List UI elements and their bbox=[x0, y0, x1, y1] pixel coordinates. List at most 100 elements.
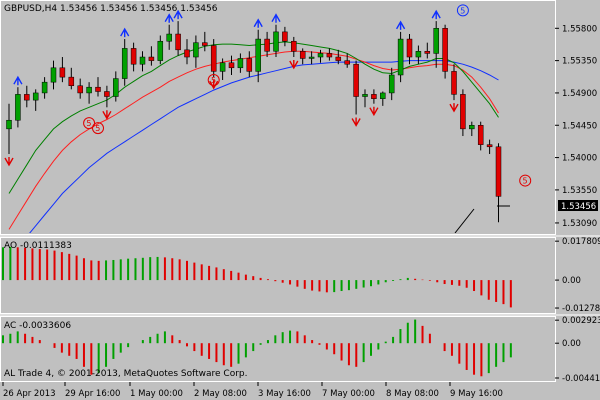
candle bbox=[486, 139, 493, 154]
moving-averages bbox=[8, 41, 499, 233]
signal-mark: 5 bbox=[83, 117, 96, 130]
candle bbox=[6, 103, 12, 154]
candle bbox=[451, 64, 457, 101]
fractal-up-arrow bbox=[253, 18, 263, 28]
time-axis[interactable]: 26 Apr 2013 29 Apr 16:00 1 May 00:00 2 May … bbox=[2, 382, 503, 399]
candle-body bbox=[255, 38, 261, 72]
fractal-up-arrow bbox=[395, 20, 406, 30]
main-pane-frame bbox=[0, 0, 556, 235]
candle bbox=[353, 60, 359, 115]
trend-line[interactable] bbox=[454, 208, 475, 233]
candle-body bbox=[113, 78, 119, 97]
candle-body bbox=[451, 71, 457, 95]
candle-body bbox=[344, 60, 350, 65]
fractal-down-arrow bbox=[289, 60, 299, 70]
chart-header: GBPUSD,H4 1.53456 1.53456 1.53456 1.5345… bbox=[4, 4, 218, 14]
ac-header: AC -0.0033606 bbox=[4, 321, 71, 331]
candle bbox=[282, 26, 288, 47]
current-price-tag: 1.53456 bbox=[558, 200, 598, 212]
ma-slow-line bbox=[29, 60, 499, 233]
price-tick-label: 1.54900 bbox=[562, 89, 597, 99]
candle-body bbox=[193, 42, 199, 58]
price-tick-label: 1.54000 bbox=[562, 154, 597, 164]
candle-body bbox=[388, 74, 395, 94]
candle-body bbox=[353, 63, 359, 97]
signal-mark: 5 bbox=[456, 4, 469, 17]
candle bbox=[219, 58, 226, 81]
ac-histogram[interactable] bbox=[2, 319, 512, 377]
fractal-down-arrow bbox=[351, 117, 361, 127]
price-tick-label: 1.55350 bbox=[562, 57, 597, 67]
candle bbox=[246, 51, 253, 78]
candle-body bbox=[335, 56, 342, 61]
candle bbox=[166, 24, 172, 50]
candle bbox=[415, 45, 422, 65]
signal-circle bbox=[92, 122, 104, 135]
candle-body bbox=[95, 86, 101, 92]
signal-mark: 5 bbox=[92, 122, 104, 135]
candle bbox=[442, 24, 448, 79]
time-tick-label: 9 May 16:00 bbox=[450, 389, 503, 399]
ma-mid-line bbox=[8, 50, 499, 230]
candle-body bbox=[166, 33, 172, 42]
signal-mark: 5 bbox=[519, 174, 532, 187]
copyright-text: AL Trade 4, © 2001-2013, MetaQuotes Soft… bbox=[4, 369, 247, 379]
candle-body bbox=[442, 28, 448, 72]
candle-body bbox=[121, 48, 128, 79]
scale-tick-label: -0.004419 bbox=[562, 374, 600, 384]
fractal-up-arrow bbox=[271, 13, 281, 23]
candle bbox=[15, 87, 21, 128]
candle-body bbox=[24, 94, 30, 101]
candle bbox=[86, 82, 92, 104]
candle-body bbox=[157, 40, 164, 61]
fractal-up-arrow bbox=[164, 13, 174, 23]
candle bbox=[406, 34, 413, 65]
candle bbox=[264, 31, 270, 58]
candle-body bbox=[371, 94, 377, 99]
candle-body bbox=[282, 31, 288, 42]
candle bbox=[95, 77, 101, 97]
price-axis[interactable]: 1.55800 1.55350 1.54900 1.54450 1.54000 1.535… bbox=[555, 24, 597, 229]
candle-body bbox=[264, 38, 270, 52]
candle bbox=[299, 48, 306, 65]
candle bbox=[175, 21, 181, 56]
candle-body bbox=[433, 28, 439, 54]
ao-histogram[interactable] bbox=[2, 246, 512, 308]
ac-pane-frame bbox=[0, 316, 556, 382]
signal-circle bbox=[456, 4, 469, 17]
candle-body bbox=[469, 125, 475, 130]
candle-body bbox=[219, 62, 226, 72]
candle-body bbox=[202, 42, 208, 46]
ao-header: AO -0.0111383 bbox=[4, 241, 72, 251]
time-tick-label: 3 May 16:00 bbox=[258, 389, 311, 399]
candle-body bbox=[86, 86, 92, 94]
candle bbox=[184, 39, 190, 65]
candle bbox=[41, 77, 48, 99]
candle bbox=[193, 35, 199, 68]
current-price-label: 1.53456 bbox=[561, 202, 596, 212]
candle bbox=[371, 89, 377, 104]
candle bbox=[24, 85, 30, 108]
candle-body bbox=[291, 40, 297, 52]
candle bbox=[139, 51, 146, 72]
candle-body bbox=[237, 58, 244, 69]
scale-tick-label: -0.012784 bbox=[562, 304, 600, 314]
candle-body bbox=[77, 85, 83, 94]
candle-body bbox=[32, 92, 39, 101]
signal-label: 5 bbox=[86, 119, 91, 128]
signal-label: 5 bbox=[211, 76, 216, 85]
ac-axis: 0.002923 0.00 -0.004419 bbox=[555, 316, 600, 384]
time-tick-label: 7 May 00:00 bbox=[322, 389, 375, 399]
candle-body bbox=[228, 62, 235, 69]
candle bbox=[273, 24, 279, 58]
ao-axis: 0.017809 0.00 -0.012784 bbox=[555, 237, 600, 314]
scale-tick-label: 0.017809 bbox=[562, 237, 600, 247]
candle bbox=[424, 42, 431, 59]
scale-tick-label: 0.00 bbox=[562, 276, 581, 286]
candle-body bbox=[308, 56, 315, 59]
candle-body bbox=[184, 49, 190, 58]
candle-body bbox=[397, 38, 404, 76]
